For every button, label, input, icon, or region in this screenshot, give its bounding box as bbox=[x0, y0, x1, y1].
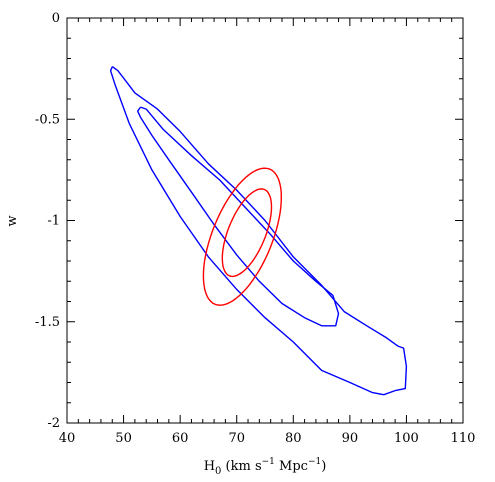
x-axis-label-exp2: −1 bbox=[308, 457, 321, 467]
x-axis-label-unit-prefix: (km s bbox=[221, 459, 261, 474]
x-axis-label-mid: Mpc bbox=[275, 459, 308, 474]
blue-outer-contour bbox=[109, 66, 408, 396]
x-axis-label-main: H bbox=[204, 459, 215, 474]
x-tick-label: 90 bbox=[342, 431, 359, 446]
y-axis-label: w bbox=[5, 215, 20, 226]
blue-inner-contour bbox=[136, 106, 340, 327]
x-axis-label-sub: 0 bbox=[215, 466, 221, 477]
x-axis-label-exp1: −1 bbox=[262, 457, 275, 467]
y-tick-label: -2 bbox=[47, 416, 60, 431]
contours bbox=[109, 66, 408, 396]
x-tick-label: 100 bbox=[394, 431, 419, 446]
red-inner-contour bbox=[221, 188, 273, 278]
x-tick-label: 60 bbox=[172, 431, 189, 446]
x-axis-label-unit-suffix: ) bbox=[321, 459, 326, 474]
y-tick-label: -0.5 bbox=[35, 112, 60, 127]
x-axis-label: H0 (km s−1 Mpc−1) bbox=[204, 457, 327, 477]
tick-labels: 40 50 60 70 80 90 100 110 0 -0.5 -1 -1.5 -2 bbox=[35, 11, 475, 446]
y-tick-label: -1 bbox=[47, 214, 60, 229]
red-outer-contour bbox=[202, 167, 282, 306]
x-tick-label: 80 bbox=[285, 431, 302, 446]
axis-ticks bbox=[66, 17, 464, 424]
y-tick-label: -1.5 bbox=[35, 315, 60, 330]
x-tick-label: 70 bbox=[228, 431, 245, 446]
y-tick-label: 0 bbox=[52, 11, 60, 26]
x-tick-label: 40 bbox=[59, 431, 76, 446]
x-tick-label: 50 bbox=[115, 431, 132, 446]
x-tick-label: 110 bbox=[451, 431, 476, 446]
